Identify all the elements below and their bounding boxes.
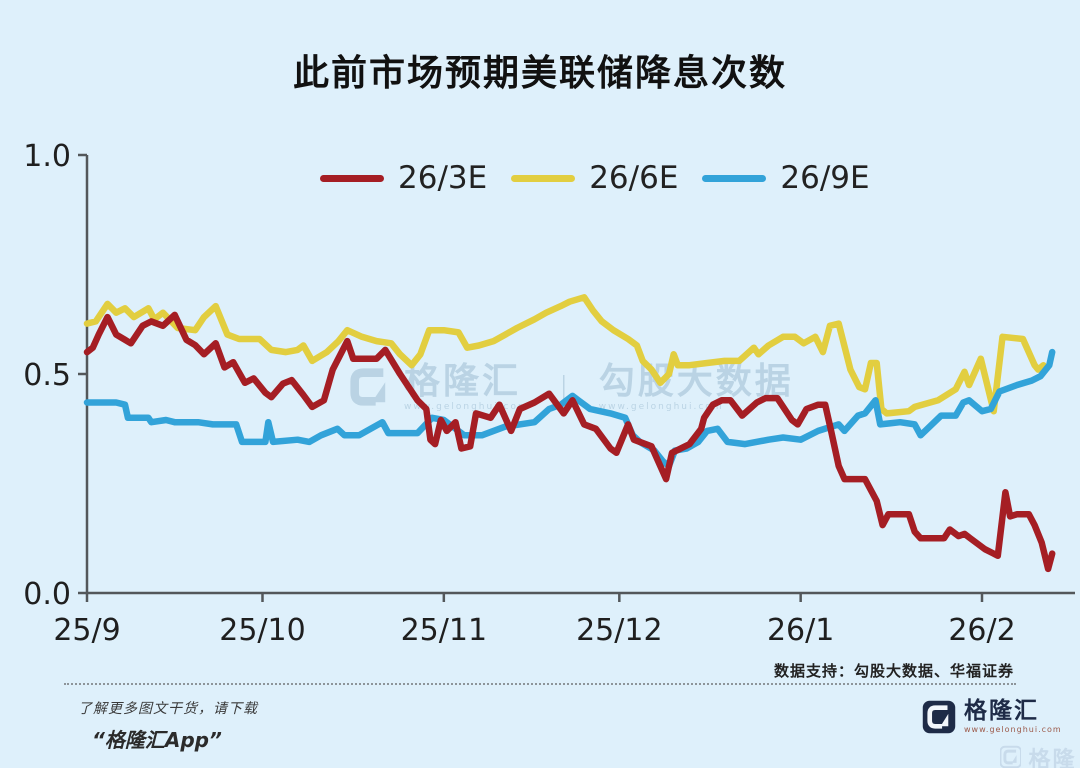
footer-brand: 格隆汇 (964, 698, 1039, 724)
legend-label: 26/3E (398, 160, 488, 196)
x-axis-label-25/9: 25/9 (53, 613, 120, 648)
y-axis-label-0.5: 0.5 (23, 358, 71, 393)
promo-text: 了解更多图文干货，请下载 (78, 701, 258, 717)
legend-swatch-blue (702, 174, 767, 182)
gelonghui-logo-icon (922, 700, 956, 734)
gelonghui-logo-icon (1000, 745, 1022, 768)
legend-swatch-red (320, 174, 384, 182)
corner-watermark-brand: 格隆汇 (1028, 748, 1077, 768)
x-axis-label-26/1: 26/1 (767, 613, 834, 648)
legend-label: 26/6E (589, 160, 679, 196)
y-axis-label-1.0: 1.0 (23, 139, 71, 174)
footer-divider (64, 683, 1016, 685)
legend-item-26-9e: 26/9E (702, 160, 870, 196)
chart-legend: 26/3E 26/6E 26/9E (320, 160, 870, 196)
y-axis-label-0.0: 0.0 (23, 577, 71, 612)
x-axis-label-26/2: 26/2 (948, 613, 1015, 648)
legend-item-26-3e: 26/3E (320, 160, 487, 196)
x-axis-label-25/12: 25/12 (576, 613, 662, 648)
data-support-note: 数据支持：勾股大数据、华福证券 (773, 662, 1014, 680)
series-line-26/3E (83, 311, 1056, 573)
x-axis-label-25/11: 25/11 (401, 613, 487, 648)
legend-label: 26/9E (780, 160, 870, 196)
chart-title: 此前市场预期美联储降息次数 (292, 53, 787, 94)
x-axis-label-25/10: 25/10 (219, 613, 305, 648)
series-line-26/6E (83, 294, 1047, 417)
legend-swatch-yellow (511, 174, 576, 182)
promo-block: 了解更多图文干货，请下载 “格隆汇App” (78, 698, 258, 753)
gelonghui-footer-logo: 格隆汇 www.gelonghui.com (922, 700, 1062, 734)
legend-item-26-6e: 26/6E (511, 160, 678, 196)
footer-brand-block: 格隆汇 www.gelonghui.com (964, 700, 1062, 734)
corner-watermark-logo: 格隆汇 (1000, 742, 1080, 768)
footer-url: www.gelonghui.com (964, 725, 1062, 734)
axis-lines (85, 155, 1075, 595)
promo-app-name: “格隆汇App” (92, 728, 222, 752)
